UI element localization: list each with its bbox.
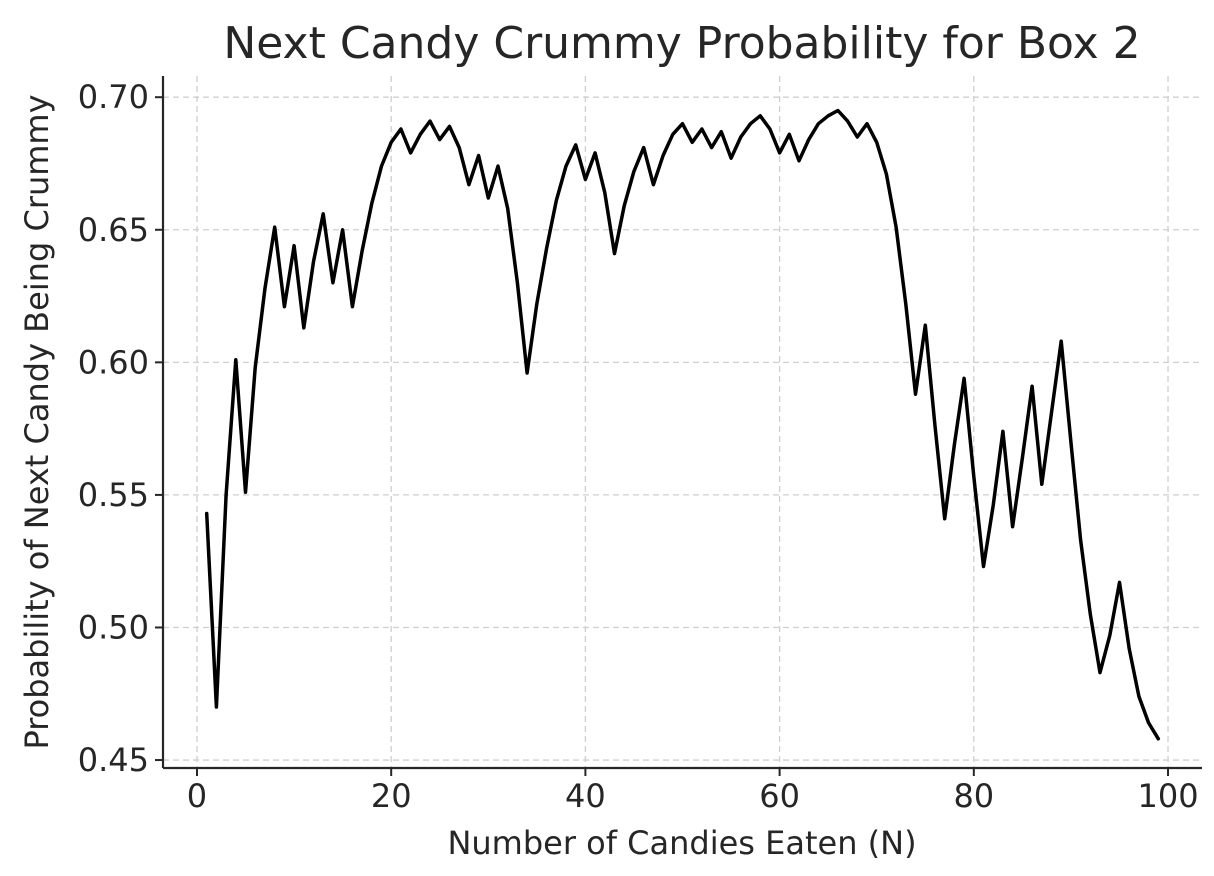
x-axis-label: Number of Candies Eaten (N) [447,824,916,862]
y-tick-label: 0.50 [78,608,149,646]
x-tick-label: 20 [371,777,412,815]
ticks: 0 20 40 60 80 100 0.45 0.50 0.55 0.60 0.65 0.70 [78,78,1199,815]
series-layer [204,108,1161,741]
x-tick-label: 40 [565,777,606,815]
x-tick-label: 60 [759,777,800,815]
grid [163,76,1202,768]
axes-frame [161,76,1202,770]
y-tick-label: 0.70 [78,78,149,116]
chart-title: Next Candy Crummy Probability for Box 2 [223,18,1140,69]
y-tick-label: 0.60 [78,343,149,381]
y-axis-label: Probability of Next Candy Being Crummy [18,94,56,749]
x-tick-label: 0 [187,777,207,815]
x-tick-label: 80 [953,777,994,815]
series-line-0 [204,108,1161,741]
y-tick-label: 0.45 [78,741,149,779]
x-tick-label: 100 [1137,777,1198,815]
y-tick-label: 0.65 [78,211,149,249]
y-tick-label: 0.55 [78,476,149,514]
